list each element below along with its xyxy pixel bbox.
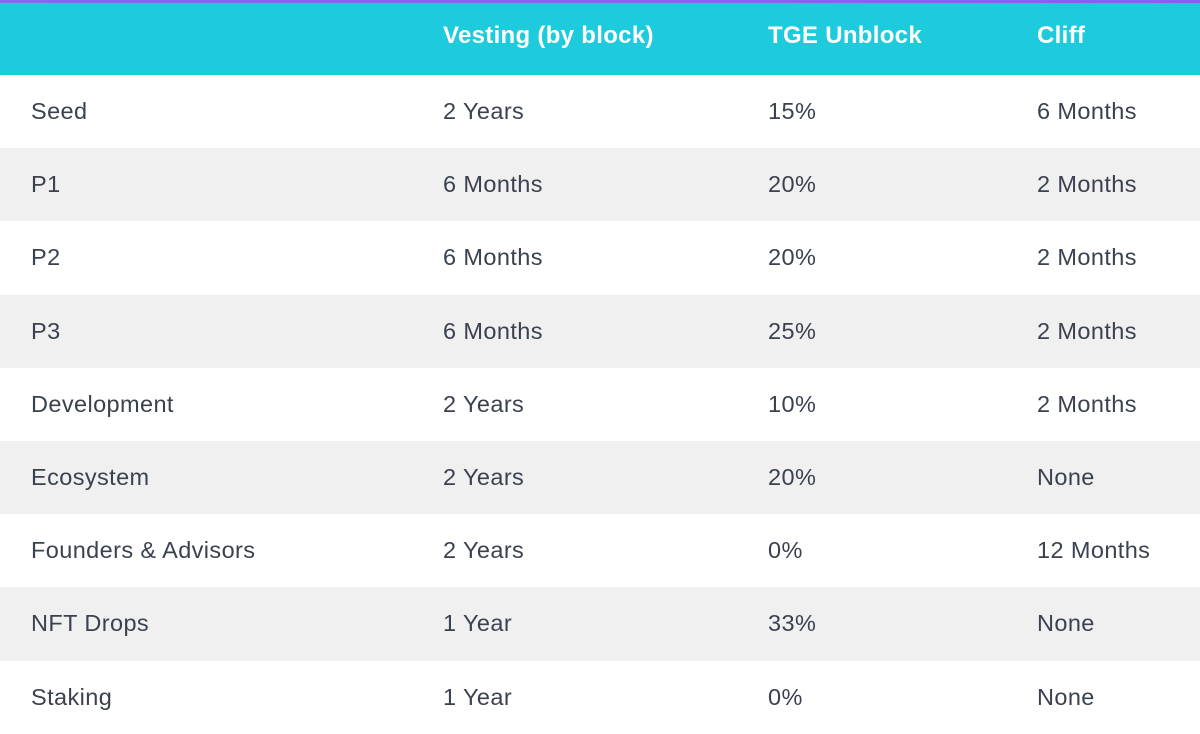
table-row: P2 6 Months 20% 2 Months [0,221,1200,294]
table-cell: 0% [768,537,803,564]
table-cell: 25% [768,317,817,344]
table-cell: 33% [768,610,817,637]
table-row: P1 6 Months 20% 2 Months [0,148,1200,222]
table-cell: NFT Drops [31,610,150,637]
table-cell: P1 [31,171,61,198]
table-row: Founders & Advisors 2 Years 0% 12 Months [0,514,1200,587]
table-cell: 20% [768,464,817,491]
table-cell: 6 Months [1037,98,1137,125]
table-header: Vesting (by block) TGE Unblock Cliff [0,0,1200,75]
table-cell: 2 Months [1037,171,1137,198]
table-cell: 2 Years [443,537,525,564]
table-cell: 2 Years [443,464,525,491]
table-cell: 2 Years [443,98,525,125]
header-cell: Vesting (by block) [443,21,654,49]
header-cell: Cliff [1037,21,1086,49]
table-cell: 10% [768,390,817,417]
table-row: NFT Drops 1 Year 33% None [0,587,1200,661]
table-cell: None [1037,464,1095,491]
table-row: Seed 2 Years 15% 6 Months [0,75,1200,148]
table-cell: P3 [31,317,61,344]
table-cell: 2 Years [443,390,525,417]
table-cell: 6 Months [443,244,543,271]
top-accent [0,0,1200,3]
table-cell: 0% [768,683,803,710]
table-cell: Ecosystem [31,464,150,491]
table-cell: 15% [768,98,817,125]
table-row: Development 2 Years 10% 2 Months [0,368,1200,441]
table-row: Ecosystem 2 Years 20% None [0,440,1200,515]
table-cell: 20% [768,244,817,271]
table-cell: P2 [31,244,61,271]
table-cell: 12 Months [1037,537,1151,564]
header-row: Vesting (by block) TGE Unblock Cliff [0,0,1200,75]
table-cell: 6 Months [443,171,543,198]
table-cell: None [1037,683,1095,710]
table-cell: Staking [31,683,113,710]
table-cell: Development [31,390,174,417]
table-cell: Founders & Advisors [31,537,256,564]
table-cell: 2 Months [1037,317,1137,344]
table-row: P3 6 Months 25% 2 Months [0,294,1200,368]
table-cell: 1 Year [443,610,513,637]
table-cell: 20% [768,171,817,198]
table-cell: Seed [31,98,88,125]
header-cell: TGE Unblock [768,21,922,49]
table-cell: 1 Year [443,683,513,710]
table-cell: 6 Months [443,317,543,344]
header-cell [0,0,443,75]
table-row: Staking 1 Year 0% None [0,661,1200,734]
table-cell: None [1037,610,1095,637]
table-body: Seed 2 Years 15% 6 Months P1 6 Months 20% 2 Mon… [0,75,1200,734]
table-cell: 2 Months [1037,244,1137,271]
table-cell: 2 Months [1037,390,1137,417]
